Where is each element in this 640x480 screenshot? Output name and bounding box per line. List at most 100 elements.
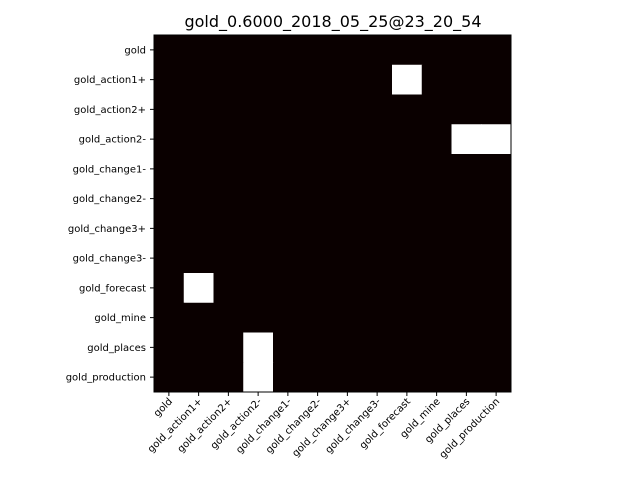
heatmap-cell-6-7: [362, 213, 393, 244]
heatmap-cell-4-7: [362, 154, 393, 185]
heatmap-cell-9-0: [154, 302, 185, 333]
heatmap-cell-4-5: [302, 154, 333, 185]
heatmap-cell-3-10: [451, 124, 482, 155]
heatmap-cell-2-2: [213, 94, 244, 125]
heatmap-cell-0-7: [362, 35, 393, 66]
heatmap-cell-3-3: [243, 124, 274, 155]
heatmap-cell-11-8: [392, 362, 423, 393]
heatmap-cell-10-10: [451, 332, 482, 363]
heatmap-cell-1-6: [332, 64, 363, 95]
heatmap-cell-0-2: [213, 35, 244, 66]
heatmap-cell-11-10: [451, 362, 482, 393]
heatmap-cell-0-8: [392, 35, 423, 66]
heatmap-cell-5-0: [154, 183, 185, 214]
heatmap-cell-11-9: [421, 362, 452, 393]
heatmap-cell-6-1: [183, 213, 214, 244]
heatmap-cell-7-1: [183, 243, 214, 274]
heatmap-cell-4-11: [481, 154, 512, 185]
heatmap-cell-8-1: [183, 273, 214, 304]
heatmap-cell-4-1: [183, 154, 214, 185]
heatmap-cell-10-6: [332, 332, 363, 363]
heatmap-cell-11-1: [183, 362, 214, 393]
heatmap-cell-6-8: [392, 213, 423, 244]
heatmap-cell-7-9: [421, 243, 452, 274]
heatmap-cell-5-9: [421, 183, 452, 214]
heatmap-cell-11-2: [213, 362, 244, 393]
heatmap-cell-9-2: [213, 302, 244, 333]
heatmap-cell-2-6: [332, 94, 363, 125]
heatmap-cell-11-4: [273, 362, 304, 393]
heatmap-cell-3-8: [392, 124, 423, 155]
heatmap-cell-10-8: [392, 332, 423, 363]
heatmap-cell-5-3: [243, 183, 274, 214]
heatmap-cell-1-3: [243, 64, 274, 95]
heatmap-cell-9-3: [243, 302, 274, 333]
heatmap-cell-5-4: [273, 183, 304, 214]
heatmap-cell-3-4: [273, 124, 304, 155]
heatmap-cell-6-0: [154, 213, 185, 244]
heatmap-cell-8-8: [392, 273, 423, 304]
heatmap-cell-10-7: [362, 332, 393, 363]
heatmap-cell-0-3: [243, 35, 274, 66]
heatmap-cell-4-4: [273, 154, 304, 185]
heatmap-cell-7-6: [332, 243, 363, 274]
heatmap-cell-3-1: [183, 124, 214, 155]
heatmap-cell-5-6: [332, 183, 363, 214]
heatmap-cell-4-2: [213, 154, 244, 185]
y-tick-label: gold_places: [87, 343, 146, 354]
heatmap-cell-7-10: [451, 243, 482, 274]
heatmap-cell-10-0: [154, 332, 185, 363]
heatmap-cell-3-2: [213, 124, 244, 155]
heatmap-cell-6-11: [481, 213, 512, 244]
heatmap-cell-8-2: [213, 273, 244, 304]
heatmap-cell-9-7: [362, 302, 393, 333]
heatmap-cell-2-7: [362, 94, 393, 125]
heatmap-cell-2-0: [154, 94, 185, 125]
heatmap-cell-11-6: [332, 362, 363, 393]
heatmap-cell-5-5: [302, 183, 333, 214]
y-tick-label: gold_action2-: [79, 135, 147, 146]
heatmap-cell-0-0: [154, 35, 185, 66]
heatmap-cells: [154, 35, 512, 393]
heatmap-cell-7-2: [213, 243, 244, 274]
heatmap-cell-9-10: [451, 302, 482, 333]
heatmap-cell-4-0: [154, 154, 185, 185]
heatmap-cell-8-7: [362, 273, 393, 304]
heatmap-cell-2-5: [302, 94, 333, 125]
heatmap-cell-9-8: [392, 302, 423, 333]
heatmap-cell-2-8: [392, 94, 423, 125]
heatmap-cell-5-10: [451, 183, 482, 214]
heatmap-cell-6-6: [332, 213, 363, 244]
chart-title: gold_0.6000_2018_05_25@23_20_54: [184, 12, 481, 32]
heatmap-cell-7-4: [273, 243, 304, 274]
heatmap-cell-5-1: [183, 183, 214, 214]
y-tick-label: gold_change1-: [73, 164, 147, 175]
y-tick-label: gold_action2+: [74, 105, 146, 116]
heatmap-cell-1-0: [154, 64, 185, 95]
heatmap-cell-10-2: [213, 332, 244, 363]
heatmap-cell-1-4: [273, 64, 304, 95]
heatmap-cell-2-1: [183, 94, 214, 125]
y-tick-label: gold_production: [66, 373, 146, 384]
heatmap-cell-0-6: [332, 35, 363, 66]
heatmap-cell-5-7: [362, 183, 393, 214]
heatmap-cell-4-3: [243, 154, 274, 185]
heatmap-cell-1-10: [451, 64, 482, 95]
heatmap-cell-7-7: [362, 243, 393, 274]
heatmap-cell-9-6: [332, 302, 363, 333]
heatmap-cell-1-11: [481, 64, 512, 95]
heatmap-cell-10-1: [183, 332, 214, 363]
x-tick-label: gold_action2-: [209, 396, 265, 452]
heatmap-cell-10-11: [481, 332, 512, 363]
heatmap-cell-4-9: [421, 154, 452, 185]
heatmap-cell-10-4: [273, 332, 304, 363]
heatmap-cell-8-5: [302, 273, 333, 304]
heatmap-cell-9-11: [481, 302, 512, 333]
heatmap-cell-8-0: [154, 273, 185, 304]
heatmap-cell-0-1: [183, 35, 214, 66]
heatmap-cell-8-4: [273, 273, 304, 304]
y-tick-label: gold_forecast: [79, 283, 146, 294]
heatmap-cell-2-3: [243, 94, 274, 125]
heatmap-cell-7-3: [243, 243, 274, 274]
heatmap-cell-1-2: [213, 64, 244, 95]
